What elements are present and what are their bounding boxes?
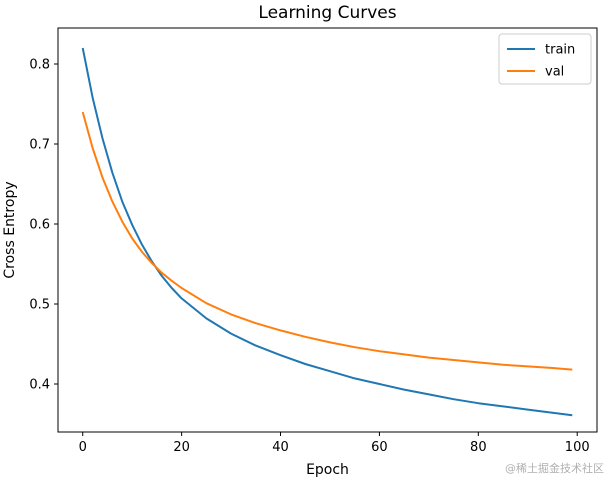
series-line-val	[81, 111, 573, 371]
x-tick-label: 20	[173, 440, 190, 455]
x-axis-label: Epoch	[306, 462, 349, 478]
watermark-text: @稀土掘金技术社区	[505, 461, 604, 475]
series-lines	[81, 47, 573, 417]
y-tick-label: 0.4	[29, 378, 50, 393]
x-tick-label: 0	[79, 440, 87, 455]
x-tick-label: 80	[470, 440, 487, 455]
plot-frame	[57, 27, 598, 433]
series-line-train	[81, 47, 573, 417]
x-tick-label: 60	[371, 440, 388, 455]
y-tick-label: 0.5	[29, 298, 50, 313]
y-tick-label: 0.8	[29, 58, 50, 73]
legend-label-val: val	[545, 65, 564, 80]
legend: train val	[498, 33, 592, 85]
y-axis-label: Cross Entropy	[2, 181, 18, 278]
y-axis-ticks: 0.4 0.5 0.6 0.7 0.8	[29, 58, 58, 393]
chart-title: Learning Curves	[258, 3, 396, 23]
x-tick-label: 40	[272, 440, 289, 455]
y-tick-label: 0.6	[29, 218, 50, 233]
x-tick-label: 100	[565, 440, 590, 455]
legend-label-train: train	[545, 43, 575, 58]
x-axis-ticks: 0 20 40 60 80 100	[79, 432, 590, 455]
y-tick-label: 0.7	[29, 138, 50, 153]
